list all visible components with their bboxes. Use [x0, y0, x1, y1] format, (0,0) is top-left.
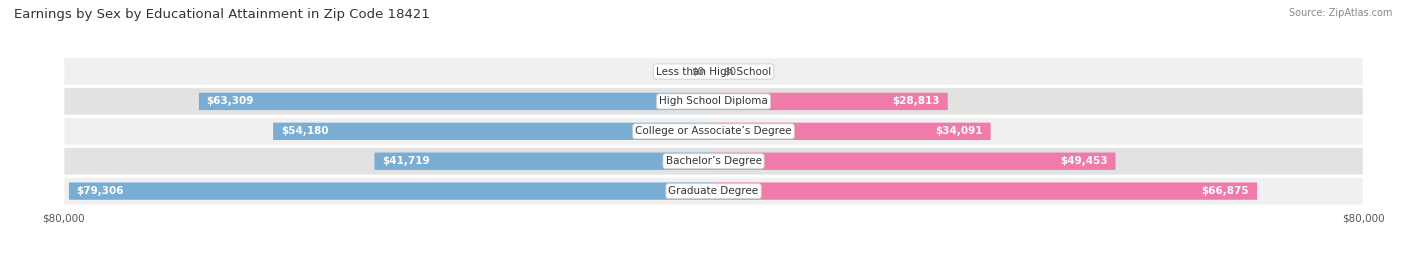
FancyBboxPatch shape — [63, 87, 1364, 116]
FancyBboxPatch shape — [198, 93, 713, 110]
FancyBboxPatch shape — [63, 147, 1364, 176]
Text: $41,719: $41,719 — [382, 156, 430, 166]
Text: College or Associate’s Degree: College or Associate’s Degree — [636, 126, 792, 136]
Text: $0: $0 — [690, 66, 704, 77]
FancyBboxPatch shape — [374, 152, 713, 170]
Text: Bachelor’s Degree: Bachelor’s Degree — [665, 156, 762, 166]
FancyBboxPatch shape — [273, 123, 713, 140]
Text: $0: $0 — [723, 66, 737, 77]
Text: Graduate Degree: Graduate Degree — [668, 186, 759, 196]
FancyBboxPatch shape — [63, 117, 1364, 146]
FancyBboxPatch shape — [63, 177, 1364, 206]
Text: $28,813: $28,813 — [893, 96, 941, 106]
Text: $54,180: $54,180 — [281, 126, 329, 136]
Text: $49,453: $49,453 — [1060, 156, 1108, 166]
FancyBboxPatch shape — [63, 57, 1364, 86]
Text: $79,306: $79,306 — [77, 186, 124, 196]
Text: High School Diploma: High School Diploma — [659, 96, 768, 106]
Text: Less than High School: Less than High School — [657, 66, 770, 77]
FancyBboxPatch shape — [69, 183, 713, 200]
Text: Source: ZipAtlas.com: Source: ZipAtlas.com — [1288, 8, 1392, 18]
FancyBboxPatch shape — [713, 183, 1257, 200]
Text: $63,309: $63,309 — [207, 96, 254, 106]
Text: Earnings by Sex by Educational Attainment in Zip Code 18421: Earnings by Sex by Educational Attainmen… — [14, 8, 430, 21]
Text: $66,875: $66,875 — [1202, 186, 1250, 196]
FancyBboxPatch shape — [713, 152, 1115, 170]
FancyBboxPatch shape — [713, 93, 948, 110]
Text: $34,091: $34,091 — [935, 126, 983, 136]
FancyBboxPatch shape — [713, 123, 991, 140]
